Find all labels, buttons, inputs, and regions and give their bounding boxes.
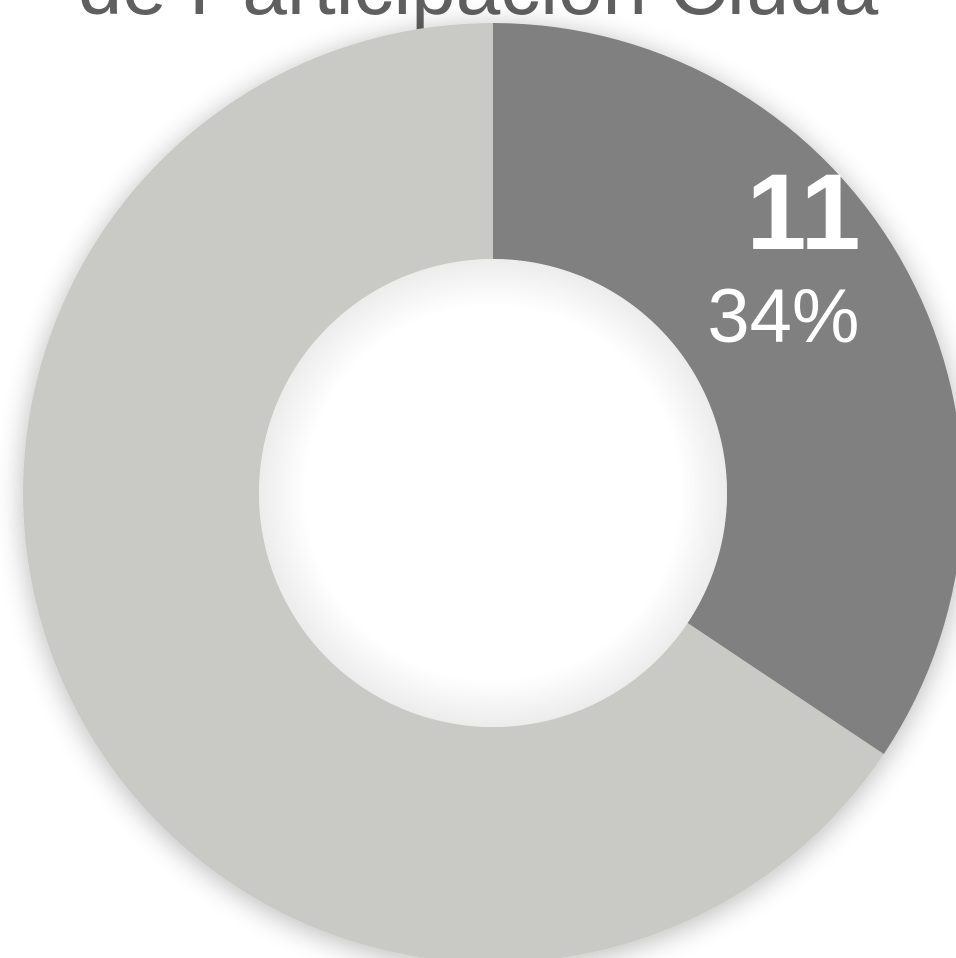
donut-hole	[259, 259, 727, 727]
slice-percent-label: 34%	[707, 274, 859, 359]
slice-value-label: 11	[746, 151, 860, 272]
donut-slice-2	[23, 23, 884, 958]
donut-slices	[23, 23, 956, 958]
donut-slice-1	[493, 23, 956, 755]
